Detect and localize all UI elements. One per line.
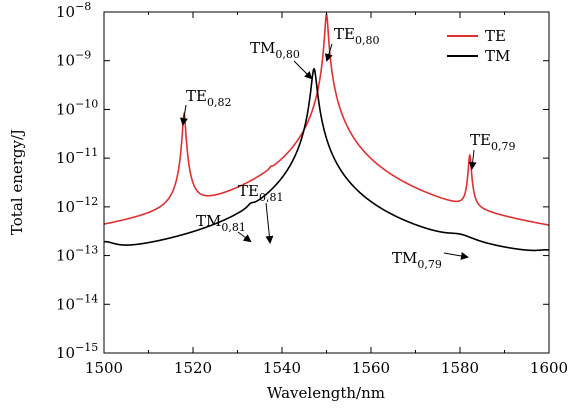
x-tick-label: 1500 [85,359,123,377]
legend-label-tm: TM [485,47,510,65]
x-axis-title: Wavelength/nm [267,384,385,402]
y-tick-label: 10−12 [56,195,98,216]
annotation-arrow [293,60,313,80]
annotation-label: TE0,81 [238,182,283,204]
y-tick-label: 10−14 [56,292,98,313]
annotation-label: TE0,79 [470,131,515,153]
annotation-arrow [324,43,333,62]
y-tick-label: 10−13 [56,244,98,265]
series-tm-line [103,67,550,252]
series-te-line [103,12,550,226]
annotation-arrow [179,104,188,126]
y-tick-label: 10−9 [56,49,91,70]
y-axis-title: Total energy/J [8,129,26,235]
annotation-arrow [443,252,469,260]
x-axis: 1500 1520 1540 1560 1580 1600 [85,12,568,377]
annotation-label: TM0,79 [392,249,442,271]
x-tick-label: 1540 [263,359,301,377]
legend: TE TM [447,27,510,65]
plot-frame [103,11,550,354]
legend-label-te: TE [485,27,506,45]
annotation-arrow [468,149,477,170]
annotation-arrow [265,202,274,244]
x-tick-label: 1520 [174,359,212,377]
y-tick-label: 10−11 [56,146,98,167]
annotation-label: TE0,80 [334,25,379,47]
annotation-label: TE0,82 [186,87,231,109]
annotation-label: TM0,80 [250,39,300,61]
annotation-label: TM0,81 [196,212,246,234]
annotation-arrow [237,231,252,243]
y-tick-label: 10−10 [56,97,98,118]
y-tick-label: 10−8 [56,0,91,21]
x-tick-label: 1580 [441,359,479,377]
peak-annotations: TE0,82 TM0,81 TE0,81 TM0,80 TE0,80 TM0,79 TE0,… [179,25,515,271]
x-tick-label: 1560 [352,359,390,377]
x-tick-label: 1600 [530,359,568,377]
